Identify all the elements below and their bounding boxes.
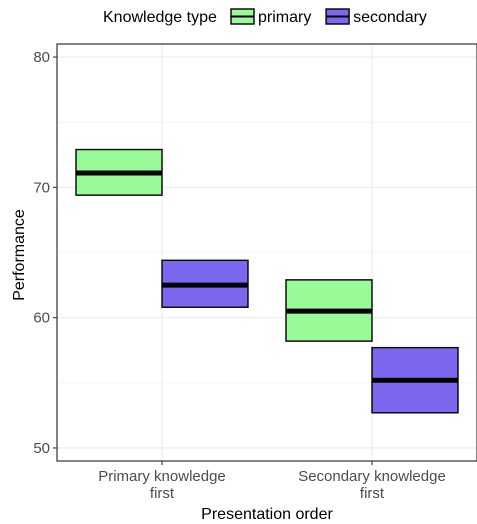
y-axis-title: Performance	[11, 209, 28, 301]
x-tick-label-line: first	[150, 485, 175, 502]
y-axis: 50 60 70 80	[33, 49, 57, 457]
crossbar-primary	[285, 279, 373, 342]
y-tick-label: 60	[33, 310, 50, 327]
y-tick-label: 50	[33, 440, 50, 457]
legend-label-primary: primary	[258, 9, 311, 26]
x-tick-label-line: first	[360, 485, 385, 502]
y-tick-label: 80	[33, 49, 50, 66]
x-tick-label: Secondary knowledge first	[298, 468, 446, 502]
legend-label-secondary: secondary	[353, 9, 427, 26]
crossbars	[75, 148, 459, 414]
y-tick-label: 70	[33, 179, 50, 196]
legend: Knowledge type primary secondary	[103, 8, 427, 26]
crossbar-secondary	[371, 346, 459, 414]
x-tick-label-line: Secondary knowledge	[298, 468, 446, 485]
plot-panel	[56, 43, 477, 462]
x-tick-label: Primary knowledge first	[98, 468, 226, 502]
crossbar-primary	[75, 148, 163, 196]
x-axis-title: Presentation order	[201, 506, 333, 523]
x-tick-label-line: Primary knowledge	[98, 468, 226, 485]
crossbar-secondary	[161, 259, 249, 308]
plot-border	[56, 43, 477, 462]
legend-title: Knowledge type	[103, 9, 217, 26]
